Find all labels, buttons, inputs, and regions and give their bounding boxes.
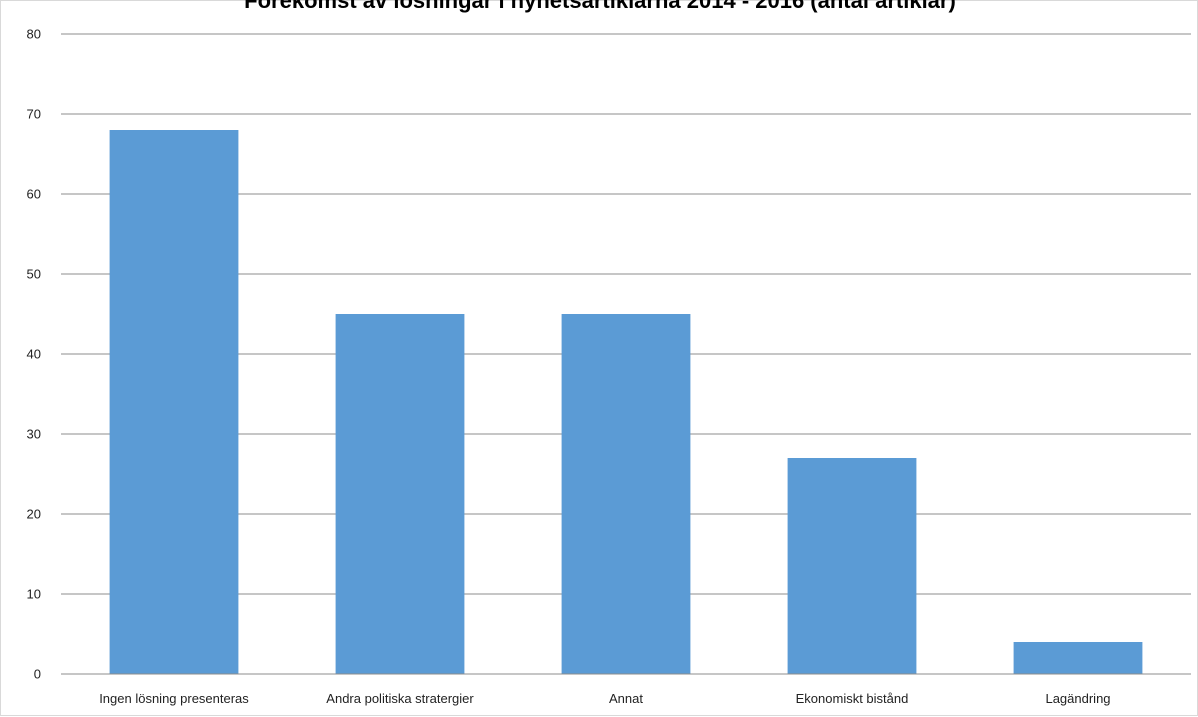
y-tick-label: 20 — [27, 507, 41, 522]
y-tick-label: 50 — [27, 267, 41, 282]
y-tick-label: 80 — [27, 27, 41, 42]
x-category-label: Ingen lösning presenteras — [99, 691, 249, 706]
x-category-label: Ekonomiskt bistånd — [796, 691, 909, 706]
y-tick-label: 40 — [27, 347, 41, 362]
x-category-label: Andra politiska stratergier — [326, 691, 474, 706]
axes: 0 10 20 30 40 50 60 70 80 Ingen lösning presenter… — [27, 27, 1191, 706]
y-tick-label: 10 — [27, 587, 41, 602]
chart-title: Förekomst av lösningar i nyhetsartiklarn… — [244, 0, 956, 13]
bar — [109, 130, 239, 674]
y-tick-label: 70 — [27, 107, 41, 122]
bar — [335, 314, 465, 674]
bar — [561, 314, 691, 674]
bar — [787, 458, 917, 674]
x-category-label: Lagändring — [1045, 691, 1110, 706]
bar — [1013, 642, 1143, 674]
x-category-label: Annat — [609, 691, 643, 706]
y-tick-label: 0 — [34, 667, 41, 682]
y-tick-label: 60 — [27, 187, 41, 202]
y-tick-label: 30 — [27, 427, 41, 442]
bars — [109, 130, 1143, 674]
